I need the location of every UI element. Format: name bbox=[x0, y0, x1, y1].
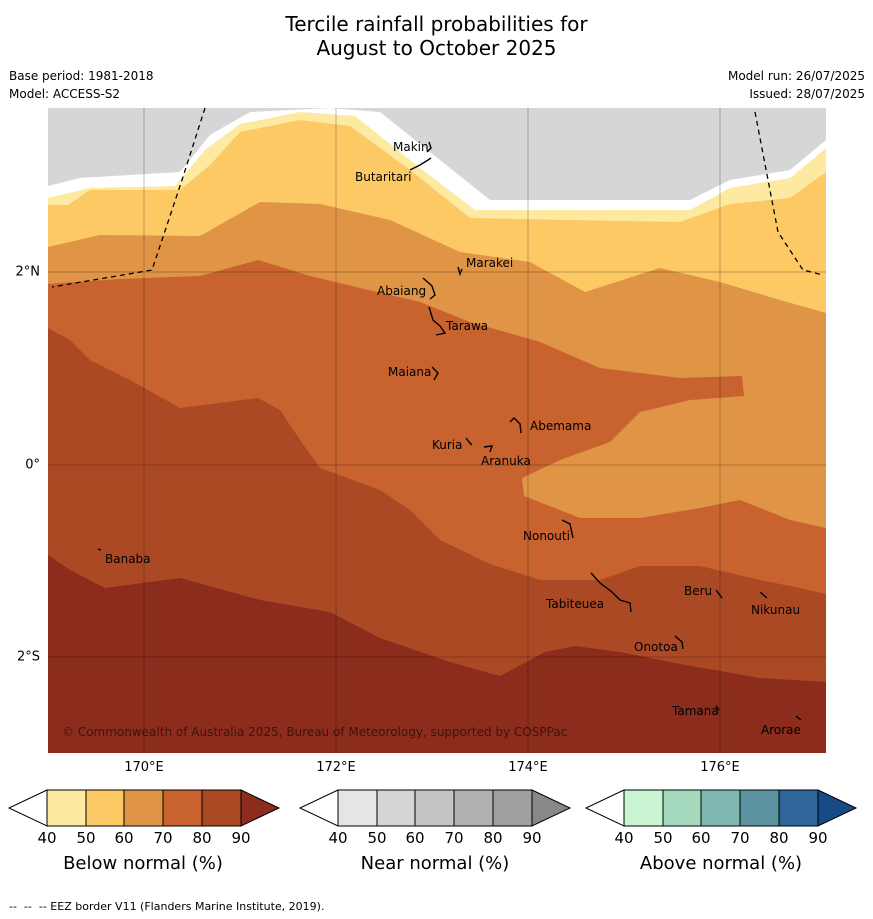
label-tamana: Tamana bbox=[671, 704, 719, 718]
cb-above-3 bbox=[700, 789, 741, 827]
label-beru: Beru bbox=[684, 584, 712, 598]
cb-below-4 bbox=[162, 789, 203, 827]
cb-below-3 bbox=[123, 789, 164, 827]
label-banaba: Banaba bbox=[105, 552, 151, 566]
cb-near-tick: 90 bbox=[522, 829, 542, 847]
label-abemama: Abemama bbox=[530, 419, 591, 433]
lon-label-176: 176°E bbox=[700, 760, 740, 775]
cb-near-2 bbox=[376, 789, 416, 827]
model-name: Model: ACCESS-S2 bbox=[9, 87, 121, 101]
lat-label-0: 0° bbox=[25, 457, 40, 473]
cb-below-tick: 60 bbox=[114, 829, 134, 847]
lon-label-172: 172°E bbox=[316, 760, 356, 775]
cb-near-under bbox=[298, 789, 339, 827]
meta-right: Model run: 26/07/2025 Issued: 28/07/2025 bbox=[728, 67, 865, 103]
cb-above-tick: 70 bbox=[730, 829, 750, 847]
colorbar-near bbox=[298, 789, 572, 827]
title-line-1: Tercile rainfall probabilities for bbox=[285, 12, 588, 36]
cb-above-over bbox=[817, 789, 858, 827]
label-nikunau: Nikunau bbox=[751, 603, 800, 617]
cb-below-over bbox=[240, 789, 281, 827]
label-arorae: Arorae bbox=[761, 723, 801, 737]
title-line-2: August to October 2025 bbox=[316, 36, 557, 60]
label-nonouti: Nonouti bbox=[523, 529, 570, 543]
label-butaritari: Butaritari bbox=[355, 170, 412, 184]
cb-above-tick: 40 bbox=[614, 829, 634, 847]
label-kuria: Kuria bbox=[432, 438, 463, 452]
label-tabiteuea: Tabiteuea bbox=[545, 597, 604, 611]
label-makin: Makin bbox=[393, 140, 429, 154]
cb-below-2 bbox=[85, 789, 125, 827]
cb-above-1 bbox=[623, 789, 664, 827]
label-maiana: Maiana bbox=[388, 365, 431, 379]
lat-label-2s: 2°S bbox=[16, 649, 40, 665]
cb-above-2 bbox=[662, 789, 702, 827]
cb-above-tick: 90 bbox=[808, 829, 828, 847]
cb-above-tick: 80 bbox=[769, 829, 789, 847]
cb-above-5 bbox=[778, 789, 819, 827]
cb-below-title: Below normal (%) bbox=[63, 853, 223, 874]
label-abaiang: Abaiang bbox=[377, 284, 426, 298]
lat-label-2n: 2°N bbox=[15, 264, 41, 280]
cb-near-tick: 60 bbox=[405, 829, 425, 847]
cb-above-title: Above normal (%) bbox=[639, 853, 803, 874]
cb-near-tick: 50 bbox=[367, 829, 387, 847]
meta-left: Base period: 1981-2018 Model: ACCESS-S2 bbox=[9, 67, 154, 103]
island-labels: Makin Butaritari Marakei Abaiang Tarawa … bbox=[105, 140, 801, 737]
band-90-plus bbox=[48, 555, 826, 753]
label-marakei: Marakei bbox=[466, 256, 513, 270]
island-shapes bbox=[97, 141, 802, 721]
colorbar-below bbox=[7, 789, 281, 827]
cb-below-1 bbox=[46, 789, 87, 827]
label-tarawa: Tarawa bbox=[445, 319, 488, 333]
map-fill-layers bbox=[48, 108, 826, 753]
cb-below-tick: 50 bbox=[76, 829, 96, 847]
map-title: Tercile rainfall probabilities for Augus… bbox=[0, 12, 873, 60]
base-period: Base period: 1981-2018 bbox=[9, 69, 154, 83]
cb-near-4 bbox=[453, 789, 494, 827]
cb-above-under bbox=[584, 789, 625, 827]
model-run: Model run: 26/07/2025 bbox=[727, 69, 865, 83]
lon-label-174: 174°E bbox=[508, 760, 548, 775]
cb-near-5 bbox=[492, 789, 533, 827]
cb-near-title: Near normal (%) bbox=[360, 853, 510, 874]
cb-above-tick: 60 bbox=[691, 829, 711, 847]
eez-border bbox=[51, 107, 824, 288]
cb-near-tick: 70 bbox=[444, 829, 464, 847]
cb-near-1 bbox=[337, 789, 378, 827]
cb-above-4 bbox=[739, 789, 780, 827]
colorbar-above bbox=[584, 789, 858, 827]
cb-below-5 bbox=[201, 789, 242, 827]
cb-below-tick: 90 bbox=[231, 829, 251, 847]
lon-label-170: 170°E bbox=[124, 760, 164, 775]
cb-near-tick: 40 bbox=[328, 829, 348, 847]
grid-lines bbox=[48, 108, 826, 753]
eez-legend-footer: -- -- -- EEZ border V11 (Flanders Marine… bbox=[9, 900, 325, 913]
cb-below-under bbox=[7, 789, 48, 827]
issued-date: Issued: 28/07/2025 bbox=[749, 87, 865, 101]
cb-near-over bbox=[531, 789, 572, 827]
cb-above-tick: 50 bbox=[653, 829, 673, 847]
cb-near-tick: 80 bbox=[483, 829, 503, 847]
cb-near-3 bbox=[414, 789, 455, 827]
copyright-notice: © Commonwealth of Australia 2025, Bureau… bbox=[62, 725, 567, 739]
label-aranuka: Aranuka bbox=[481, 454, 531, 468]
cb-below-tick: 70 bbox=[153, 829, 173, 847]
cb-below-tick: 40 bbox=[37, 829, 57, 847]
colorbars bbox=[7, 789, 858, 827]
label-onotoa: Onotoa bbox=[634, 640, 678, 654]
cb-below-tick: 80 bbox=[192, 829, 212, 847]
